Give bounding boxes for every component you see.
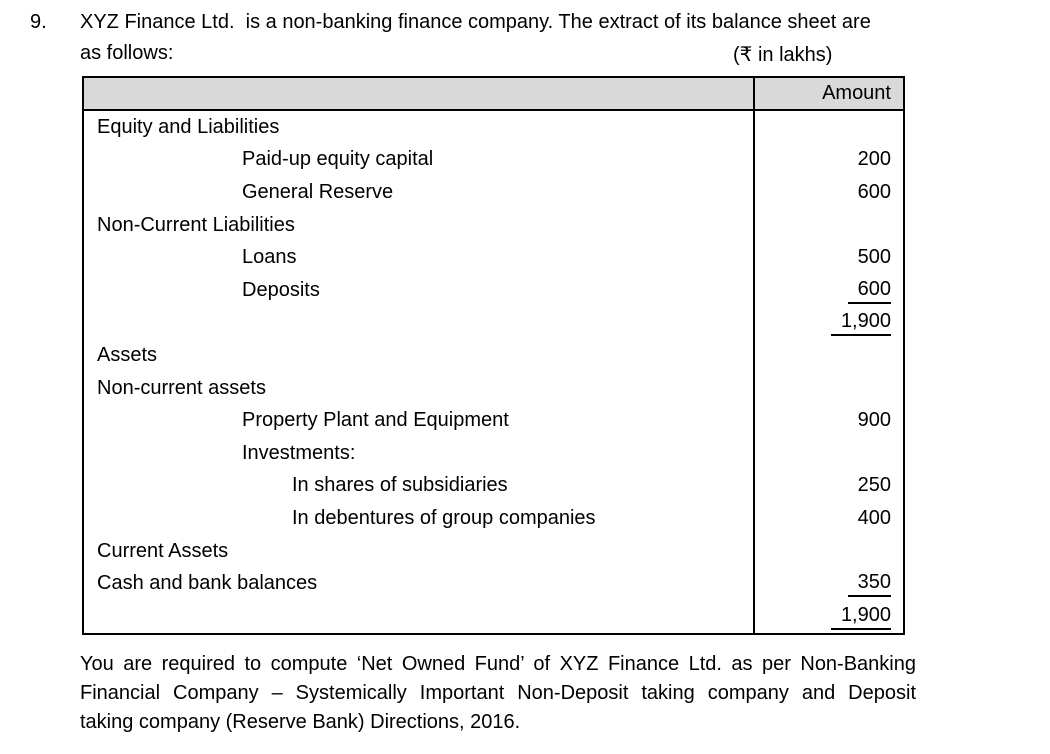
table-header-row: Amount	[84, 78, 903, 111]
row-label: Paid-up equity capital	[242, 148, 434, 171]
row-label: Investments:	[242, 441, 356, 464]
row-amount: 600	[847, 277, 891, 304]
row-label: Loans	[242, 246, 297, 269]
row-label: Non-Current Liabilities	[97, 213, 295, 236]
row-amount: 400	[857, 506, 891, 529]
question-number: 9.	[30, 11, 47, 33]
currency-unit-note: (₹ in lakhs)	[733, 44, 833, 66]
table-row: In debentures of group companies 400	[84, 502, 903, 535]
row-label: Cash and bank balances	[97, 572, 318, 595]
table-row: Assets	[84, 339, 903, 372]
row-label: Equity and Liabilities	[97, 115, 280, 138]
requirement-line-1: You are required to compute ‘Net Owned F…	[80, 653, 916, 675]
row-amount: 250	[857, 474, 891, 497]
table-row: Non-Current Liabilities	[84, 208, 903, 242]
table-row: Loans 500	[84, 241, 903, 274]
requirement-line-3: taking company (Reserve Bank) Directions…	[80, 711, 521, 733]
row-label: Deposits	[242, 278, 320, 301]
requirement-line-2: Financial Company – Systemically Importa…	[80, 682, 916, 704]
row-amount: 200	[857, 148, 891, 171]
row-amount: 1,900	[830, 603, 891, 630]
row-label: Current Assets	[97, 539, 229, 562]
row-amount: 600	[857, 180, 891, 203]
table-row: Investments:	[84, 436, 903, 470]
row-label: General Reserve	[242, 180, 394, 203]
row-amount: 500	[857, 246, 891, 269]
table-row: Paid-up equity capital 200	[84, 143, 903, 177]
row-amount: 350	[847, 570, 891, 598]
row-amount: 900	[857, 409, 891, 432]
row-label: In debentures of group companies	[292, 506, 596, 529]
balance-sheet-table: Amount Equity and Liabilities Paid-up eq…	[82, 76, 905, 635]
table-row: Equity and Liabilities	[84, 111, 903, 144]
table-row: In shares of subsidiaries 250	[84, 469, 903, 503]
description-header-cell	[84, 78, 753, 109]
intro-line-2: as follows:	[80, 42, 174, 64]
row-label: Assets	[97, 343, 158, 366]
amount-header-cell: Amount	[753, 78, 903, 109]
row-label: In shares of subsidiaries	[292, 474, 508, 497]
table-row: 1,900	[84, 306, 903, 340]
requirement-paragraph: You are required to compute ‘Net Owned F…	[80, 650, 916, 737]
table-row: Current Assets	[84, 534, 903, 568]
table-row: Cash and bank balances 350	[84, 567, 903, 600]
table-row: 1,900	[84, 599, 903, 633]
row-amount: 1,900	[830, 309, 891, 337]
table-row: Property Plant and Equipment 900	[84, 404, 903, 437]
intro-line-1: XYZ Finance Ltd. is a non-banking financ…	[80, 11, 871, 33]
table-body: Equity and Liabilities Paid-up equity ca…	[84, 111, 903, 633]
table-row: Deposits 600	[84, 273, 903, 307]
row-label: Non-current assets	[97, 376, 266, 399]
row-label: Property Plant and Equipment	[242, 409, 509, 432]
table-row: Non-current assets	[84, 371, 903, 405]
table-row: General Reserve 600	[84, 176, 903, 209]
